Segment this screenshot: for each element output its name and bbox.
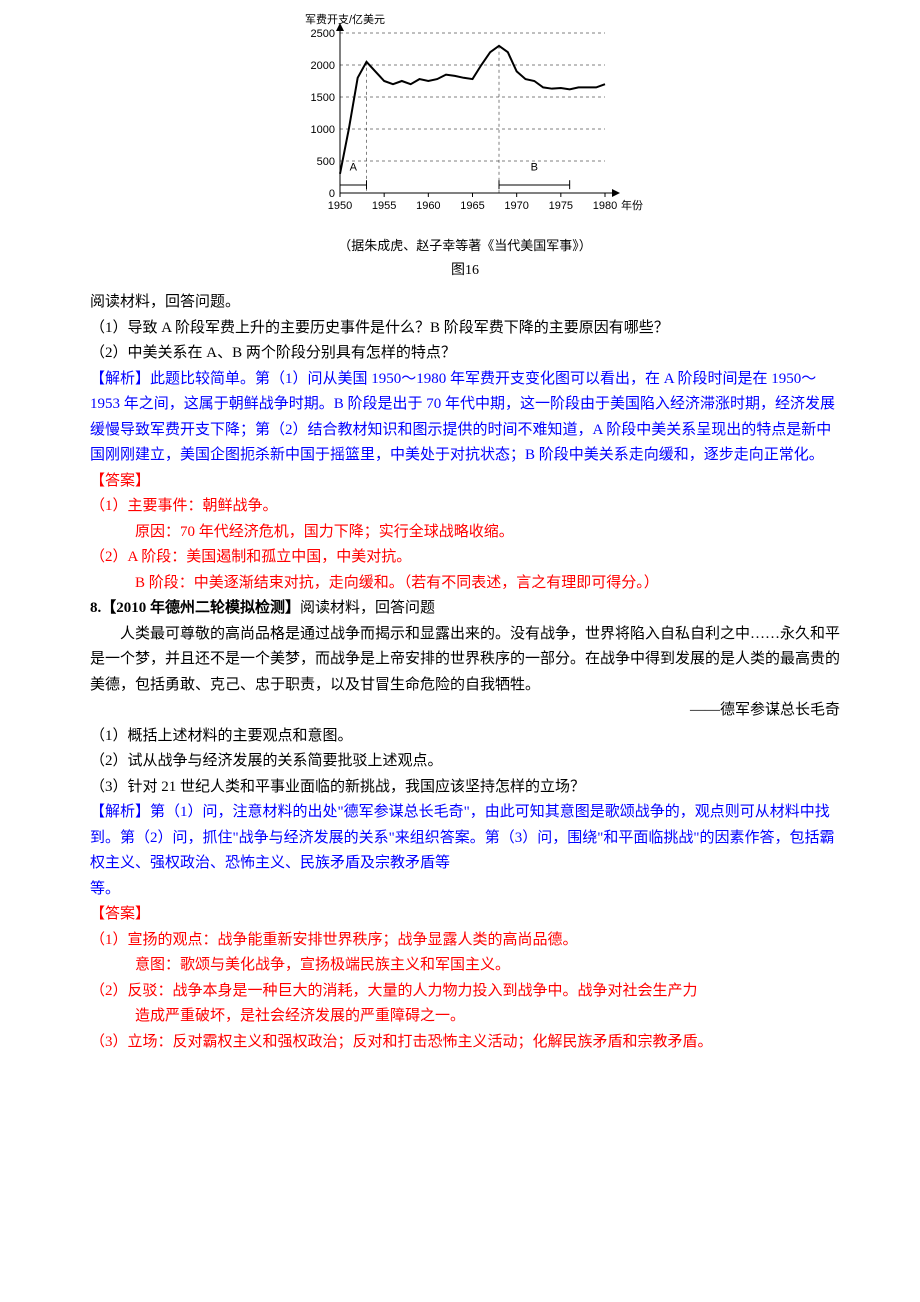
- analysis-label-2: 【解析】: [90, 804, 150, 820]
- svg-text:1950: 1950: [328, 200, 352, 212]
- answer-label-1: 【答案】: [90, 469, 840, 495]
- svg-text:2000: 2000: [311, 60, 335, 72]
- q8-tail: 阅读材料，回答问题: [300, 600, 435, 616]
- svg-text:B: B: [531, 162, 538, 174]
- answer8-3: （3）立场：反对霸权主义和强权政治；反对和打击恐怖主义活动；化解民族矛盾和宗教矛…: [90, 1030, 840, 1056]
- answer8-2-line2: 造成严重破坏，是社会经济发展的严重障碍之一。: [90, 1004, 840, 1030]
- chart-source: （据朱成虎、赵子幸等著《当代美国军事》）: [90, 235, 840, 257]
- svg-text:1965: 1965: [460, 200, 484, 212]
- passage-paragraph-1: 人类最可尊敬的高尚品格是通过战争而揭示和显露出来的。没有战争，世界将陷入自私自利…: [90, 622, 840, 699]
- svg-text:军费开支/亿美元: 军费开支/亿美元: [305, 13, 385, 26]
- chart-figlabel: 图16: [90, 259, 840, 283]
- passage-source: ——德军参谋总长毛奇: [90, 698, 840, 724]
- chart-svg: 军费开支/亿美元 0 500 1000 1500 2000 2500 1950 1955 1960…: [285, 8, 645, 223]
- svg-text:1955: 1955: [372, 200, 396, 212]
- analysis-text-1: 此题比较简单。第（1）问从美国 1950～1980 年军费开支变化图可以看出，在…: [90, 371, 835, 464]
- svg-text:1975: 1975: [549, 200, 573, 212]
- q8-number: 8.: [90, 600, 101, 616]
- analysis-block-1: 【解析】此题比较简单。第（1）问从美国 1950～1980 年军费开支变化图可以…: [90, 367, 840, 469]
- question-2: （2）中美关系在 A、B 两个阶段分别具有怎样的特点？: [90, 341, 840, 367]
- svg-text:1960: 1960: [416, 200, 440, 212]
- answer-2-line2: B 阶段：中美逐渐结束对抗，走向缓和。（若有不同表述，言之有理即可得分。）: [90, 571, 840, 597]
- svg-text:500: 500: [317, 156, 335, 168]
- answer-1-line1: （1）主要事件：朝鲜战争。: [90, 494, 840, 520]
- q8-sub1: （1）概括上述材料的主要观点和意图。: [90, 724, 840, 750]
- q8-source: 【2010 年德州二轮模拟检测】: [101, 600, 300, 616]
- svg-text:A: A: [350, 162, 358, 174]
- q8-sub3: （3）针对 21 世纪人类和平事业面临的新挑战，我国应该坚持怎样的立场？: [90, 775, 840, 801]
- svg-text:1970: 1970: [504, 200, 528, 212]
- question-8-header: 8.【2010 年德州二轮模拟检测】阅读材料，回答问题: [90, 596, 840, 622]
- answer8-1-line2: 意图：歌颂与美化战争，宣扬极端民族主义和军国主义。: [90, 953, 840, 979]
- analysis-text-2: 第（1）问，注意材料的出处"德军参谋总长毛奇"，由此可知其意图是歌颂战争的，观点…: [90, 804, 835, 871]
- answer8-2-line1: （2）反驳：战争本身是一种巨大的消耗，大量的人力物力投入到战争中。战争对社会生产…: [90, 979, 840, 1005]
- q8-sub2: （2）试从战争与经济发展的关系简要批驳上述观点。: [90, 749, 840, 775]
- svg-text:1500: 1500: [311, 92, 335, 104]
- chart-container: 军费开支/亿美元 0 500 1000 1500 2000 2500 1950 1955 1960…: [90, 8, 840, 282]
- answer-label-2: 【答案】: [90, 902, 840, 928]
- reading-instruction: 阅读材料，回答问题。: [90, 290, 840, 316]
- svg-text:1980: 1980: [593, 200, 617, 212]
- svg-text:2500: 2500: [311, 28, 335, 40]
- answer-1-line2: 原因：70 年代经济危机，国力下降；实行全球战略收缩。: [90, 520, 840, 546]
- analysis-block-2: 【解析】第（1）问，注意材料的出处"德军参谋总长毛奇"，由此可知其意图是歌颂战争…: [90, 800, 840, 877]
- question-1: （1）导致 A 阶段军费上升的主要历史事件是什么？B 阶段军费下降的主要原因有哪…: [90, 316, 840, 342]
- svg-text:年份: 年份: [621, 198, 643, 212]
- analysis-text-2-tail: 等。: [90, 877, 840, 903]
- analysis-label: 【解析】: [90, 371, 150, 387]
- svg-text:0: 0: [329, 188, 335, 200]
- answer8-1-line1: （1）宣扬的观点：战争能重新安排世界秩序；战争显露人类的高尚品德。: [90, 928, 840, 954]
- svg-text:1000: 1000: [311, 124, 335, 136]
- answer-2-line1: （2）A 阶段：美国遏制和孤立中国，中美对抗。: [90, 545, 840, 571]
- military-spending-chart: 军费开支/亿美元 0 500 1000 1500 2000 2500 1950 1955 1960…: [285, 8, 645, 233]
